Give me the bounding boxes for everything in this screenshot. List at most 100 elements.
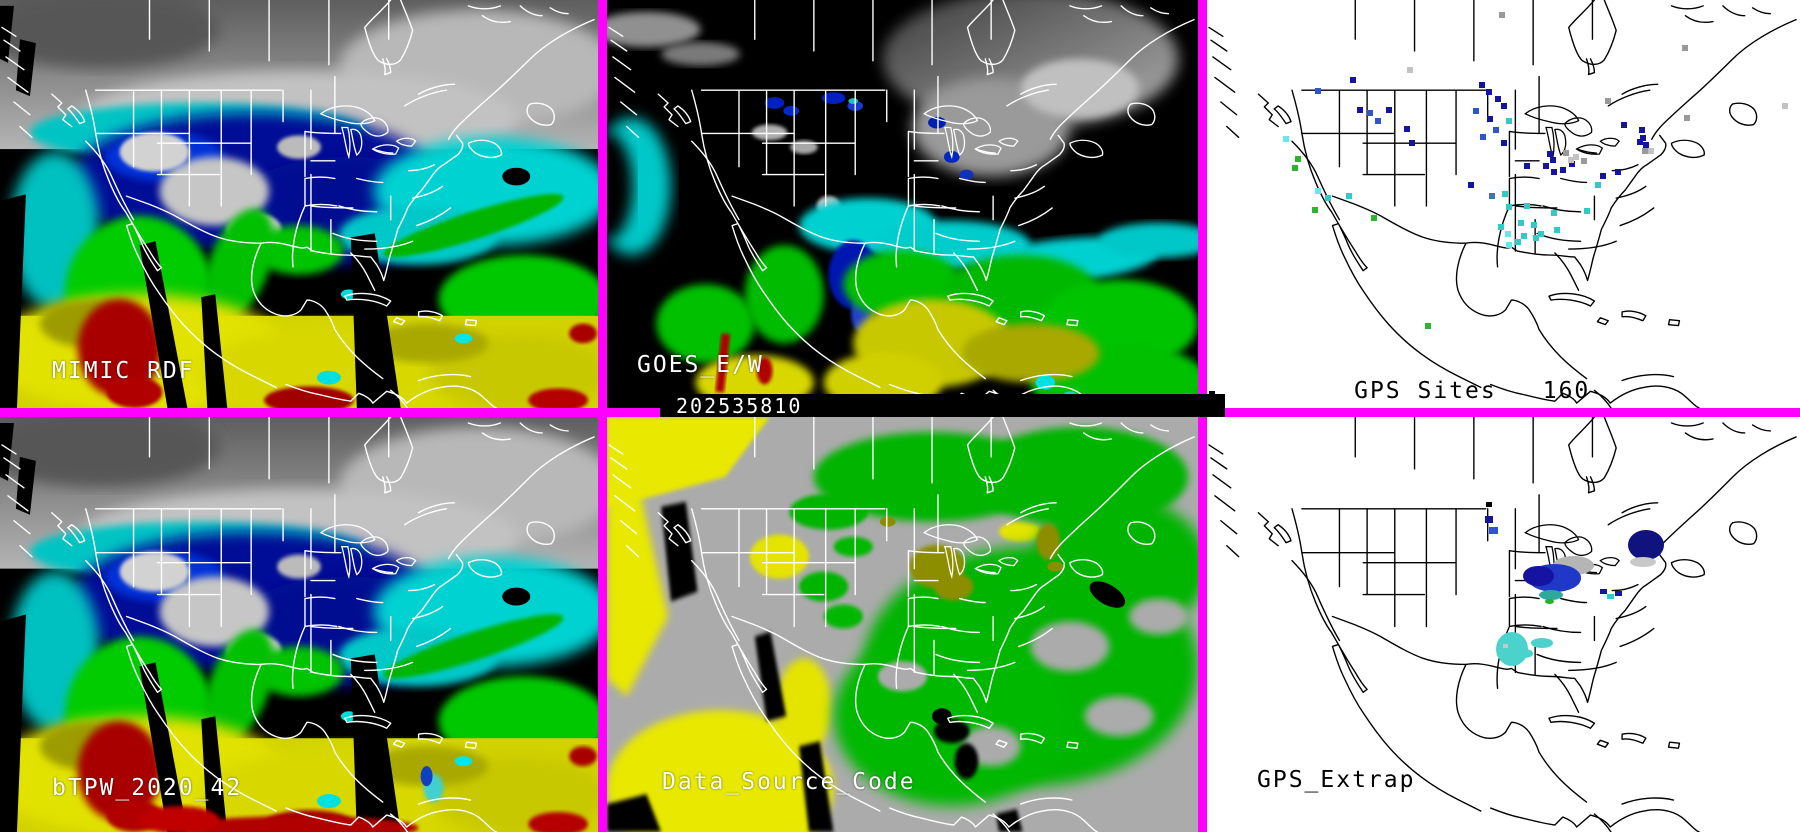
gps-site-dot [1407,67,1414,74]
gps-extrap-region [1495,631,1528,666]
gps-extrap-region [1484,516,1493,524]
gps-site-dot [1324,194,1331,201]
panel-goes-ew: GOES_E/W [607,0,1198,408]
timestamp-bar: 202535810 [660,393,1225,418]
btpw-imagery [0,417,598,832]
gps-site-dot [1315,87,1322,94]
gps-site-dot [1523,163,1530,170]
gps-extrap-region [1614,590,1623,596]
gps-site-dot [1485,88,1492,95]
gps-sites-dots [1207,0,1800,408]
gps-site-dot [1494,96,1501,103]
gps-site-dot [1553,227,1560,234]
gps-extrap-region [1606,593,1614,599]
gps-extrap-region [1600,589,1608,595]
gps-site-dot [1580,158,1587,165]
gps-extrap-region [1630,557,1657,568]
gps-extrap-regions [1207,417,1800,832]
gps-site-dot [1521,232,1528,239]
gps-site-dot [1538,231,1545,238]
gps-site-dot [1532,234,1539,241]
gps-site-dot [1506,118,1513,125]
gps-site-dot [1599,172,1606,179]
gps-site-dot [1282,136,1289,143]
gps-site-dot [1497,223,1504,230]
gps-site-dot [1640,134,1647,141]
gps-site-dot [1531,221,1538,228]
gps-site-dot [1506,241,1513,248]
gps-sites-count: 160 [1542,378,1591,404]
gps-site-dot [1478,81,1485,88]
gps-site-dot [1523,203,1530,210]
gps-site-dot [1504,231,1511,238]
gps-site-dot [1425,322,1432,329]
gps-site-dot [1473,107,1480,114]
gps-sites-label: GPS Sites 160 [1259,352,1590,408]
gps-site-dot [1568,161,1575,168]
gps-site-dot [1375,118,1382,125]
gps-extrap-region [1545,598,1555,605]
gps-site-dot [1642,141,1649,148]
gps-site-dot [1386,107,1393,114]
goes-label: GOES_E/W [637,352,764,378]
gps-site-dot [1549,156,1556,163]
gps-site-dot [1595,181,1602,188]
gps-site-dot [1514,238,1521,245]
gps-site-dot [1517,220,1524,227]
btpw-label: bTPW_2020_42 [52,775,243,801]
gps-site-dot [1498,12,1505,19]
gps-site-dot [1489,192,1496,199]
gps-extrap-region [1523,565,1554,587]
gps-site-dot [1551,169,1558,176]
gps-site-dot [1681,45,1688,52]
gps-site-dot [1295,156,1302,163]
gps-site-dot [1567,156,1574,163]
panel-mimic-rdf: MIMIC RDF [0,0,598,408]
gps-site-dot [1208,390,1215,397]
gps-site-dot [1404,125,1411,132]
gps-site-dot [1315,187,1322,194]
gps-site-dot [1782,103,1789,110]
panel-btpw: bTPW_2020_42 [0,417,598,832]
gps-extrap-region [1489,526,1498,534]
gps-site-dot [1641,147,1648,154]
gps-extrap-region [1628,529,1664,560]
gps-site-dot [1502,190,1509,197]
gps-site-dot [1292,165,1299,172]
gps-site-dot [1621,121,1628,128]
gps-site-dot [1683,114,1690,121]
gps-site-dot [1500,139,1507,146]
gps-site-dot [1350,76,1357,83]
timestamp-text: 202535810 [676,393,803,418]
gps-site-dot [1506,203,1513,210]
gps-site-dot [1493,127,1500,134]
gps-extrap-region [1502,644,1509,648]
gps-extrap-region [1486,501,1493,508]
gps-site-dot [1647,147,1654,154]
mimic-label: MIMIC RDF [52,358,195,384]
gps-site-dot [1551,209,1558,216]
panel-data-source-code: Data_Source_Code [607,417,1198,832]
gps-site-dot [1563,150,1570,156]
mimic-imagery [0,0,598,408]
gps-extrap-region [1515,649,1533,658]
panel-gps-sites: GPS Sites 160 [1207,0,1800,408]
gps-site-dot [1605,98,1612,105]
gps-site-dot [1500,103,1507,110]
gps-site-dot [1542,163,1549,170]
gps-site-dot [1637,138,1644,145]
gps-site-dot [1468,181,1475,188]
gps-site-dot [1346,192,1353,199]
goes-imagery [607,0,1198,408]
gps-site-dot [1614,169,1621,176]
gps-site-dot [1367,110,1374,117]
gps-site-dot [1371,214,1378,221]
gps-site-dot [1311,207,1318,214]
gps-site-dot [1480,134,1487,141]
gps-site-dot [1546,150,1553,157]
gps-site-dot [1638,127,1645,134]
gps-site-dot [1487,116,1494,123]
gps-site-dot [1572,154,1579,161]
gps-sites-label-text: GPS Sites [1354,378,1497,404]
